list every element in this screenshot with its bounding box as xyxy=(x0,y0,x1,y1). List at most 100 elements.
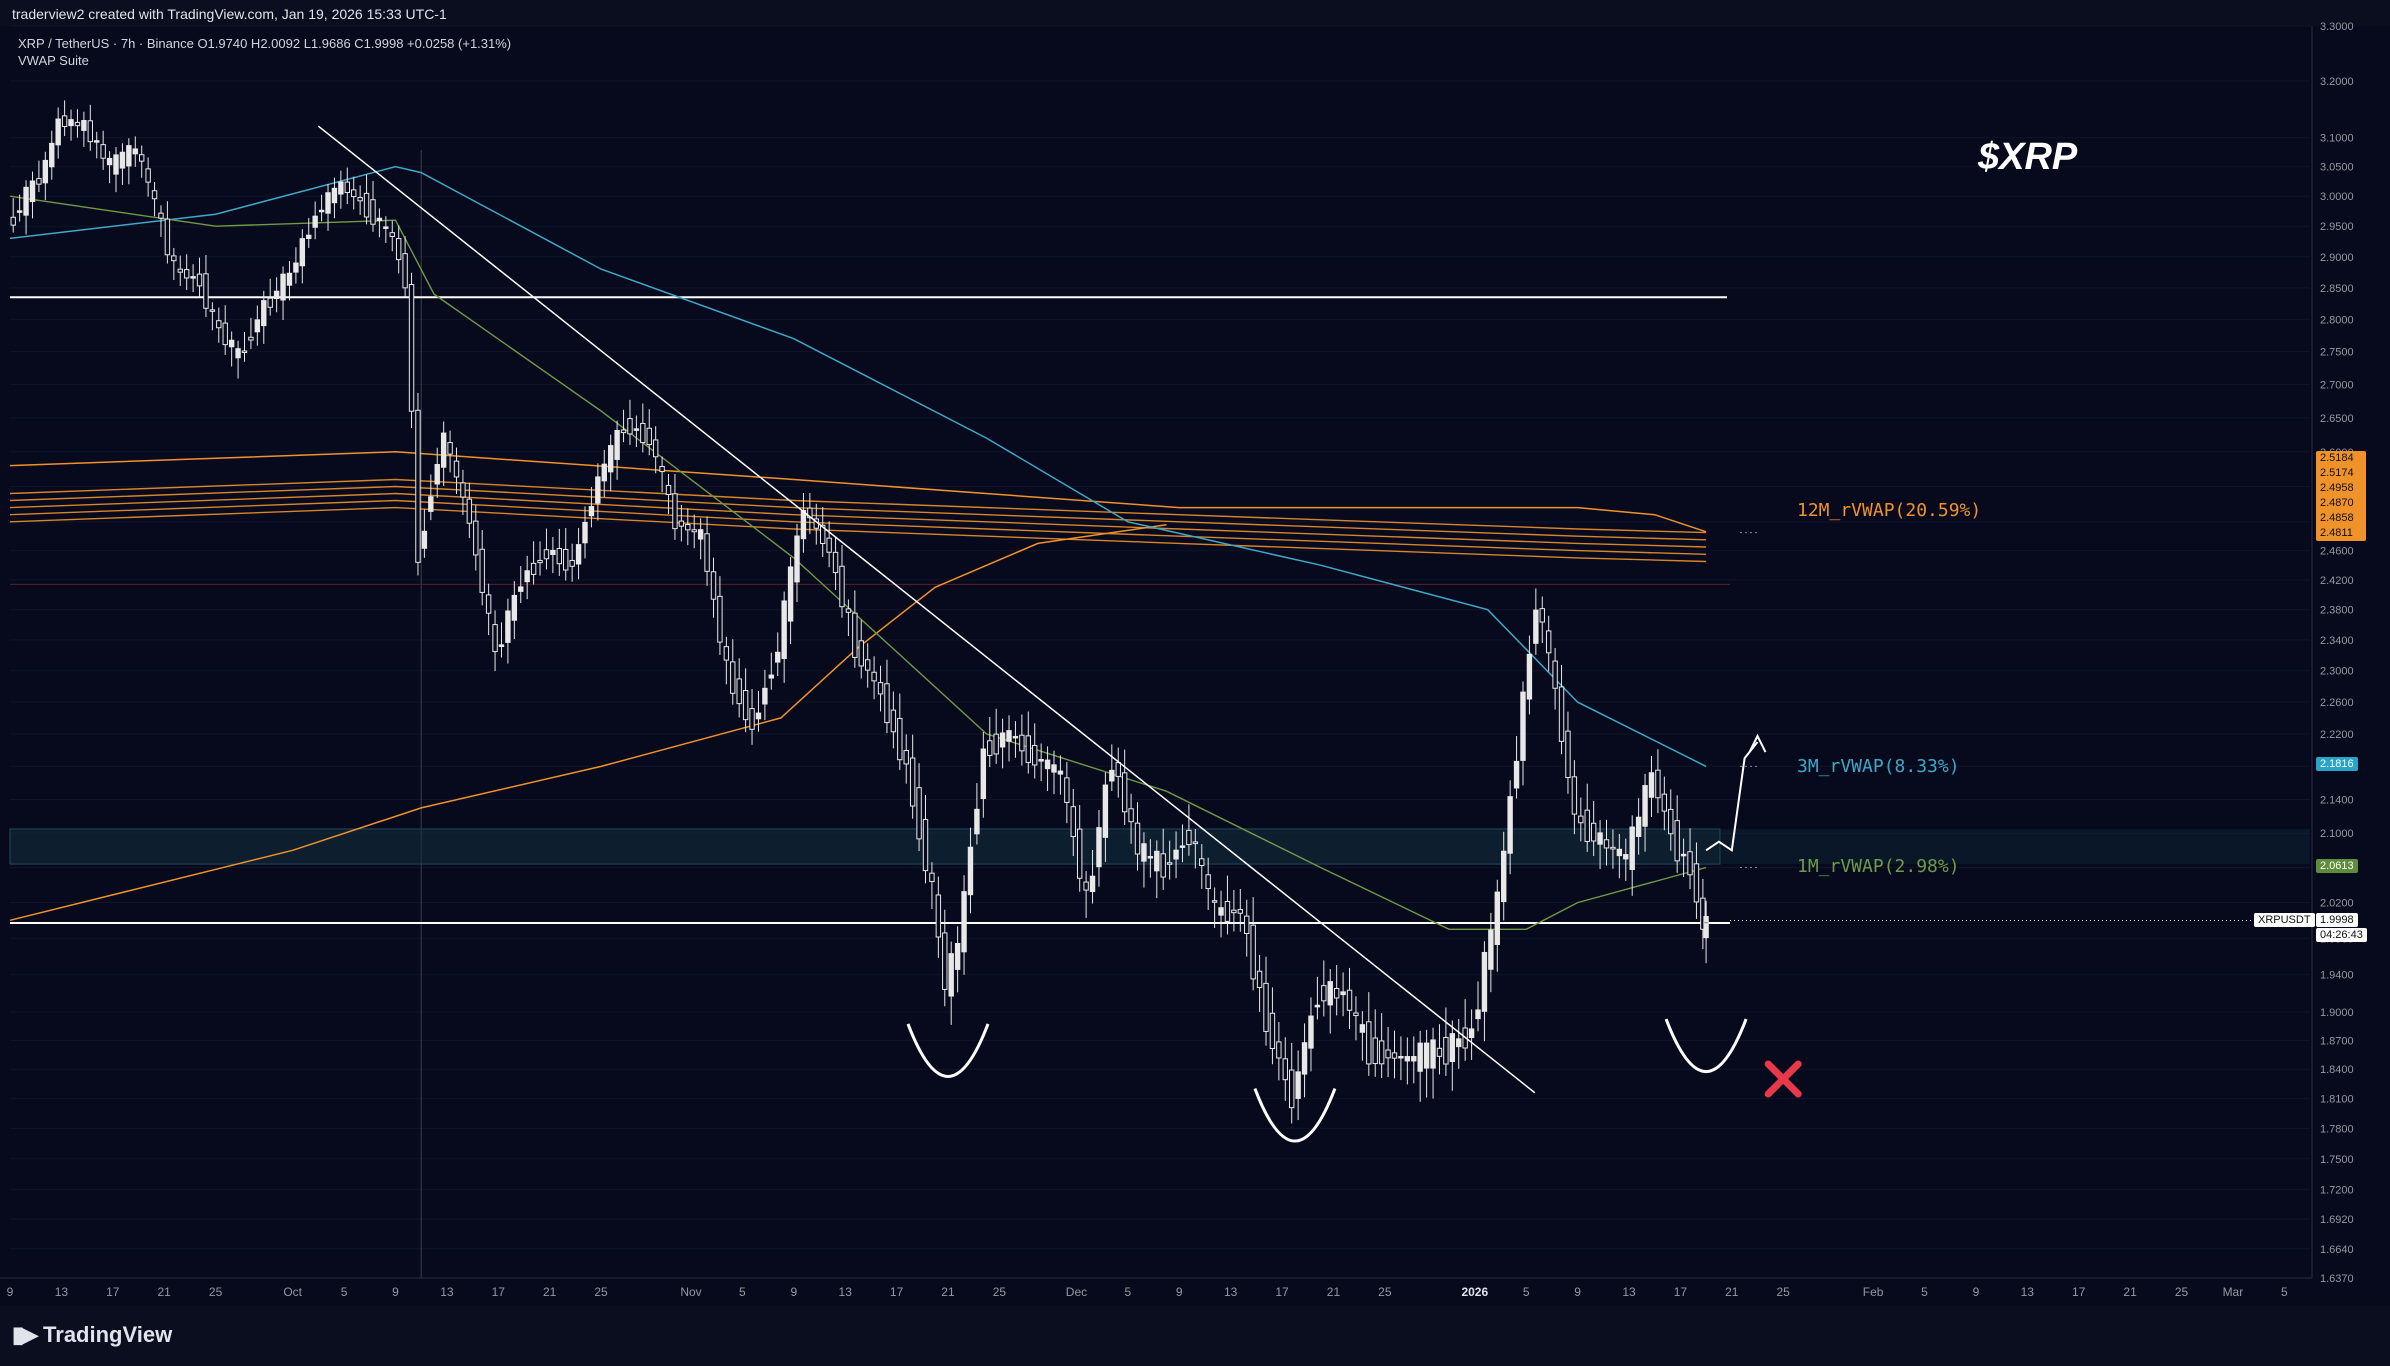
candle-body xyxy=(1025,735,1031,763)
candle-body xyxy=(987,740,993,756)
support-zone-ext xyxy=(1720,828,2310,865)
candle-body xyxy=(1700,897,1706,930)
price-tick-label: 1.8400 xyxy=(2320,1064,2354,1076)
candle-body xyxy=(697,529,704,540)
vwap-12m-band-line xyxy=(9,478,1707,534)
symbol-legend: XRP / TetherUS · 7h · Binance O1.9740 H2… xyxy=(18,36,512,51)
candle-body xyxy=(1398,1055,1404,1059)
candle-body xyxy=(68,119,74,127)
candle-body xyxy=(1571,776,1578,815)
candle-body xyxy=(1314,1004,1321,1008)
vwap-12m-tag-5: 2.4858 xyxy=(2320,512,2354,524)
time-tick-label: 25 xyxy=(594,1285,608,1299)
candle-body xyxy=(370,199,376,225)
vwap-3m-line xyxy=(9,165,1707,768)
time-tick-label: 17 xyxy=(106,1285,120,1299)
candle-body xyxy=(1044,759,1051,770)
time-tick-label: 13 xyxy=(2021,1285,2035,1299)
price-tick-label: 2.7000 xyxy=(2320,379,2354,391)
candle-body xyxy=(1295,1071,1301,1099)
vwap-1m-line xyxy=(9,195,1707,930)
vwap-12m-band-line xyxy=(9,492,1707,548)
price-tick-label: 2.4600 xyxy=(2320,546,2354,558)
candle-body xyxy=(1327,981,1333,1006)
candle-body xyxy=(1417,1042,1423,1072)
price-tick-label: 2.6500 xyxy=(2320,413,2354,425)
candle-body xyxy=(1533,609,1539,644)
candle-body xyxy=(453,460,460,478)
price-tick-label: 2.2200 xyxy=(2320,729,2354,741)
candle-body xyxy=(1154,850,1160,872)
candle-body xyxy=(633,428,640,431)
candle-body xyxy=(1603,839,1610,849)
support-zone-rect xyxy=(9,828,1721,865)
candle-body xyxy=(1250,924,1256,980)
candle-body xyxy=(704,533,710,572)
candle-body xyxy=(1565,730,1571,779)
candle-body xyxy=(852,612,858,658)
candle-body xyxy=(473,520,479,556)
candle-body xyxy=(1321,985,1327,1002)
candle-body xyxy=(1301,1042,1308,1075)
candle-body xyxy=(100,144,106,159)
candle-body xyxy=(1269,1012,1276,1050)
candle-body xyxy=(1089,875,1096,893)
candle-body xyxy=(1668,808,1674,835)
candle-body xyxy=(1378,1040,1385,1065)
candle-body xyxy=(1128,808,1134,823)
time-tick-label: 21 xyxy=(941,1285,955,1299)
price-tick-label: 2.0200 xyxy=(2320,898,2354,910)
candle-body xyxy=(1411,1056,1417,1062)
candle-body xyxy=(550,549,556,555)
candle-body xyxy=(376,217,383,222)
candle-body xyxy=(1346,989,1353,1011)
candle-body xyxy=(479,548,485,593)
candle-body xyxy=(929,872,935,882)
candle-body xyxy=(1032,744,1038,766)
time-tick-label: 9 xyxy=(790,1285,797,1299)
time-tick-label: 9 xyxy=(392,1285,399,1299)
candle-body xyxy=(357,197,363,202)
vwap-1m-price-tag: 2.0613 xyxy=(2316,859,2358,873)
pattern-low-arc xyxy=(906,1023,990,1078)
vwap-12m-tag-2: 2.5174 xyxy=(2320,467,2354,479)
candle-body xyxy=(421,530,428,549)
tradingview-logo-icon: ▮▶ xyxy=(12,1322,38,1347)
candle-body xyxy=(1449,1033,1456,1062)
candle-body xyxy=(1134,822,1141,855)
time-tick-label: Nov xyxy=(680,1285,701,1299)
indicator-legend[interactable]: VWAP Suite xyxy=(18,53,89,68)
time-axis: 9 13 17 21 25 Oct 5 9 13 17 21 25 Nov 5 9 13 17 21 25 Dec 5 9… xyxy=(0,1277,2312,1299)
tradingview-logo[interactable]: ▮▶ TradingView xyxy=(12,1322,172,1348)
candle-body xyxy=(1353,1012,1359,1017)
candle-body xyxy=(1578,815,1584,824)
candle-body xyxy=(1263,982,1269,1032)
brand-name: TradingView xyxy=(43,1322,173,1347)
candle-body xyxy=(665,484,672,496)
price-tick-label: 3.0000 xyxy=(2320,191,2354,203)
candle-body xyxy=(209,309,216,312)
last-price-tag: 1.9998 xyxy=(2316,913,2358,927)
candle-body xyxy=(614,430,620,460)
candle-body xyxy=(171,255,177,262)
candle-body xyxy=(839,565,845,608)
candle-body xyxy=(1224,900,1231,922)
candle-body xyxy=(1333,987,1340,999)
candle-body xyxy=(81,120,87,131)
candle-body xyxy=(755,712,762,720)
candle-body xyxy=(338,181,344,195)
vwap-12m-band-line xyxy=(9,506,1707,563)
candle-body xyxy=(1276,1041,1282,1059)
price-tick-label: 2.2600 xyxy=(2320,697,2354,709)
candle-body xyxy=(1552,660,1558,689)
candle-body xyxy=(1558,686,1565,742)
candle-body xyxy=(717,595,723,643)
candle-body xyxy=(1475,1009,1481,1020)
time-tick-label: Feb xyxy=(1863,1285,1884,1299)
candle-body xyxy=(518,586,524,592)
price-tick-label: 1.8700 xyxy=(2320,1035,2354,1047)
price-tick-label: 1.7800 xyxy=(2320,1123,2354,1135)
price-tick-label: 2.3400 xyxy=(2320,635,2354,647)
candle-body xyxy=(1115,762,1121,777)
